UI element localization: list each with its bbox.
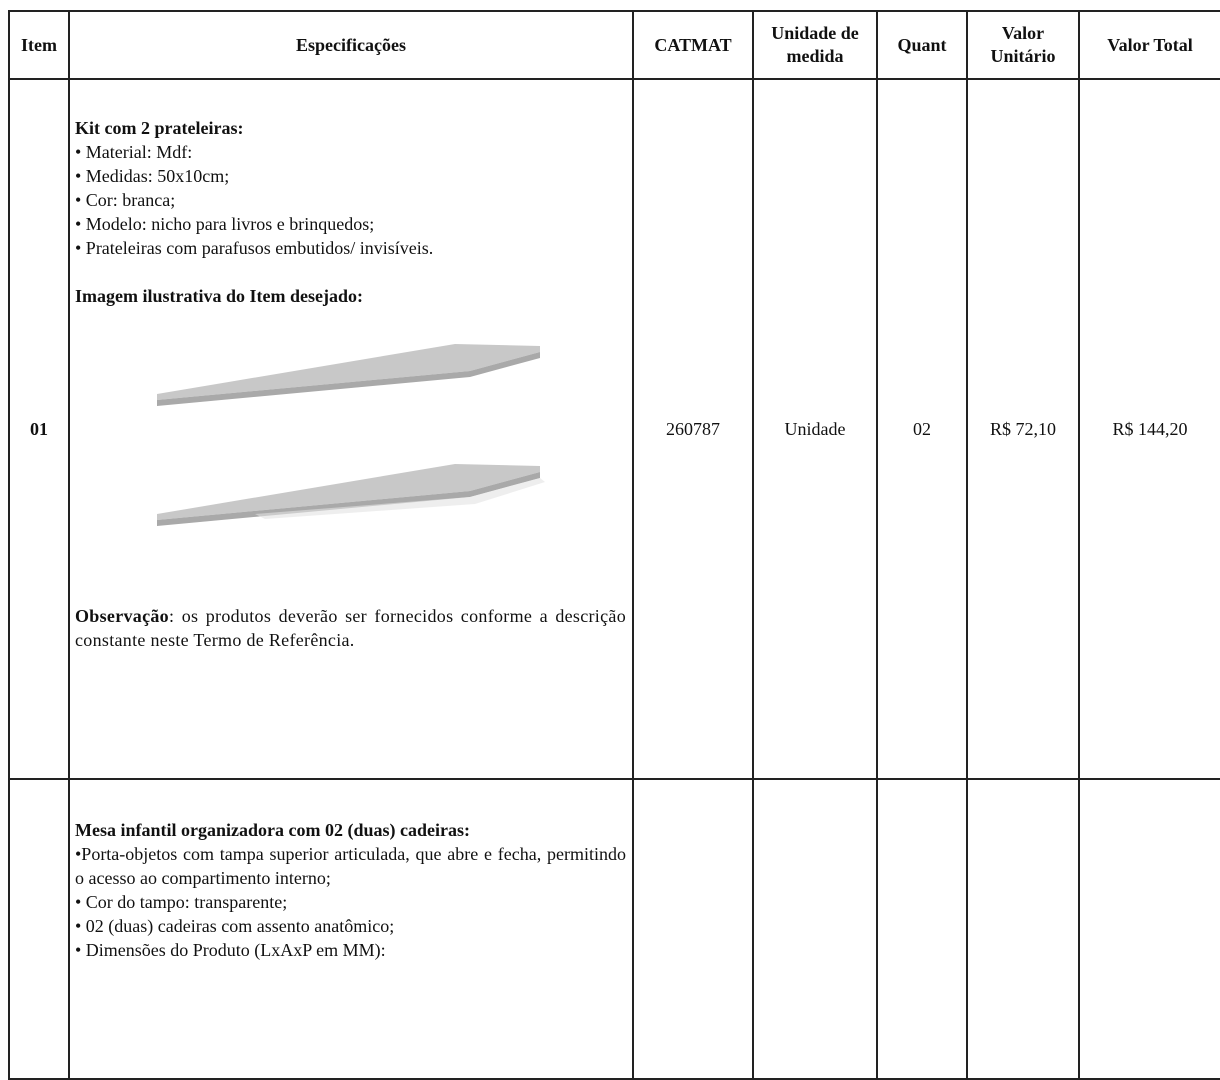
unit-cell	[752, 778, 878, 1080]
items-table: Item Especificações CATMAT Unidade de me…	[8, 10, 1220, 1080]
unit-value-cell: R$ 72,10	[966, 78, 1080, 780]
bullet: • Cor: branca;	[75, 190, 176, 210]
header-row: Item Especificações CATMAT Unidade de me…	[8, 10, 1220, 80]
bullet-list: •Porta-objetos com tampa superior articu…	[75, 842, 626, 962]
image-caption: Imagem ilustrativa do Item desejado:	[75, 286, 363, 306]
bullet: • Cor do tampo: transparente;	[75, 892, 288, 912]
spec-cell: Kit com 2 prateleiras: • Material: Mdf: •…	[68, 78, 634, 780]
bullet: •Porta-objetos com tampa superior articu…	[75, 844, 626, 888]
page: Item Especificações CATMAT Unidade de me…	[8, 10, 1220, 1080]
header-cell: Valor Total	[1078, 10, 1220, 80]
bullet: • Material: Mdf:	[75, 142, 193, 162]
unit-cell: Unidade	[752, 78, 878, 780]
header-cell: Item	[8, 10, 70, 80]
bullet-list: • Material: Mdf: • Medidas: 50x10cm; • Cor…	[75, 140, 626, 260]
bullet: • 02 (duas) cadeiras com assento anatômi…	[75, 916, 395, 936]
item-cell	[8, 778, 70, 1080]
bullet: • Dimensões do Produto (LxAxP em MM):	[75, 940, 386, 960]
observation-label: Observação	[75, 606, 169, 626]
observation: Observação: os produtos deverão ser forn…	[75, 604, 626, 652]
shelf-edge	[157, 352, 540, 406]
spec-title: Kit com 2 prateleiras:	[75, 118, 244, 138]
shelves-image	[157, 344, 545, 526]
row: Mesa infantil organizadora com 02 (duas)…	[8, 778, 1220, 1080]
bullet: • Prateleiras com parafusos embutidos/ i…	[75, 238, 434, 258]
shelf-top	[157, 344, 540, 400]
bullet: • Modelo: nicho para livros e brinquedos…	[75, 214, 375, 234]
total-value-cell	[1078, 778, 1220, 1080]
catmat-cell: 260787	[632, 78, 754, 780]
header-cell: Especificações	[68, 10, 634, 80]
header-cell: Quant	[876, 10, 968, 80]
total-value-cell: R$ 144,20	[1078, 78, 1220, 780]
item-cell: 01	[8, 78, 70, 780]
header-cell: Unidade de medida	[752, 10, 878, 80]
row: 01 Kit com 2 prateleiras: • Material: Md…	[8, 78, 1220, 780]
header-cell: Valor Unitário	[966, 10, 1080, 80]
quantity-cell: 02	[876, 78, 968, 780]
catmat-cell	[632, 778, 754, 1080]
quantity-cell	[876, 778, 968, 1080]
shelf-top	[157, 464, 540, 520]
observation-text: : os produtos deverão ser fornecidos con…	[75, 606, 626, 650]
bullet: • Medidas: 50x10cm;	[75, 166, 230, 186]
spec-cell: Mesa infantil organizadora com 02 (duas)…	[68, 778, 634, 1080]
unit-value-cell	[966, 778, 1080, 1080]
shelf-edge	[157, 472, 540, 526]
spec-title: Mesa infantil organizadora com 02 (duas)…	[75, 820, 470, 840]
shadow	[255, 478, 545, 519]
header-cell: CATMAT	[632, 10, 754, 80]
